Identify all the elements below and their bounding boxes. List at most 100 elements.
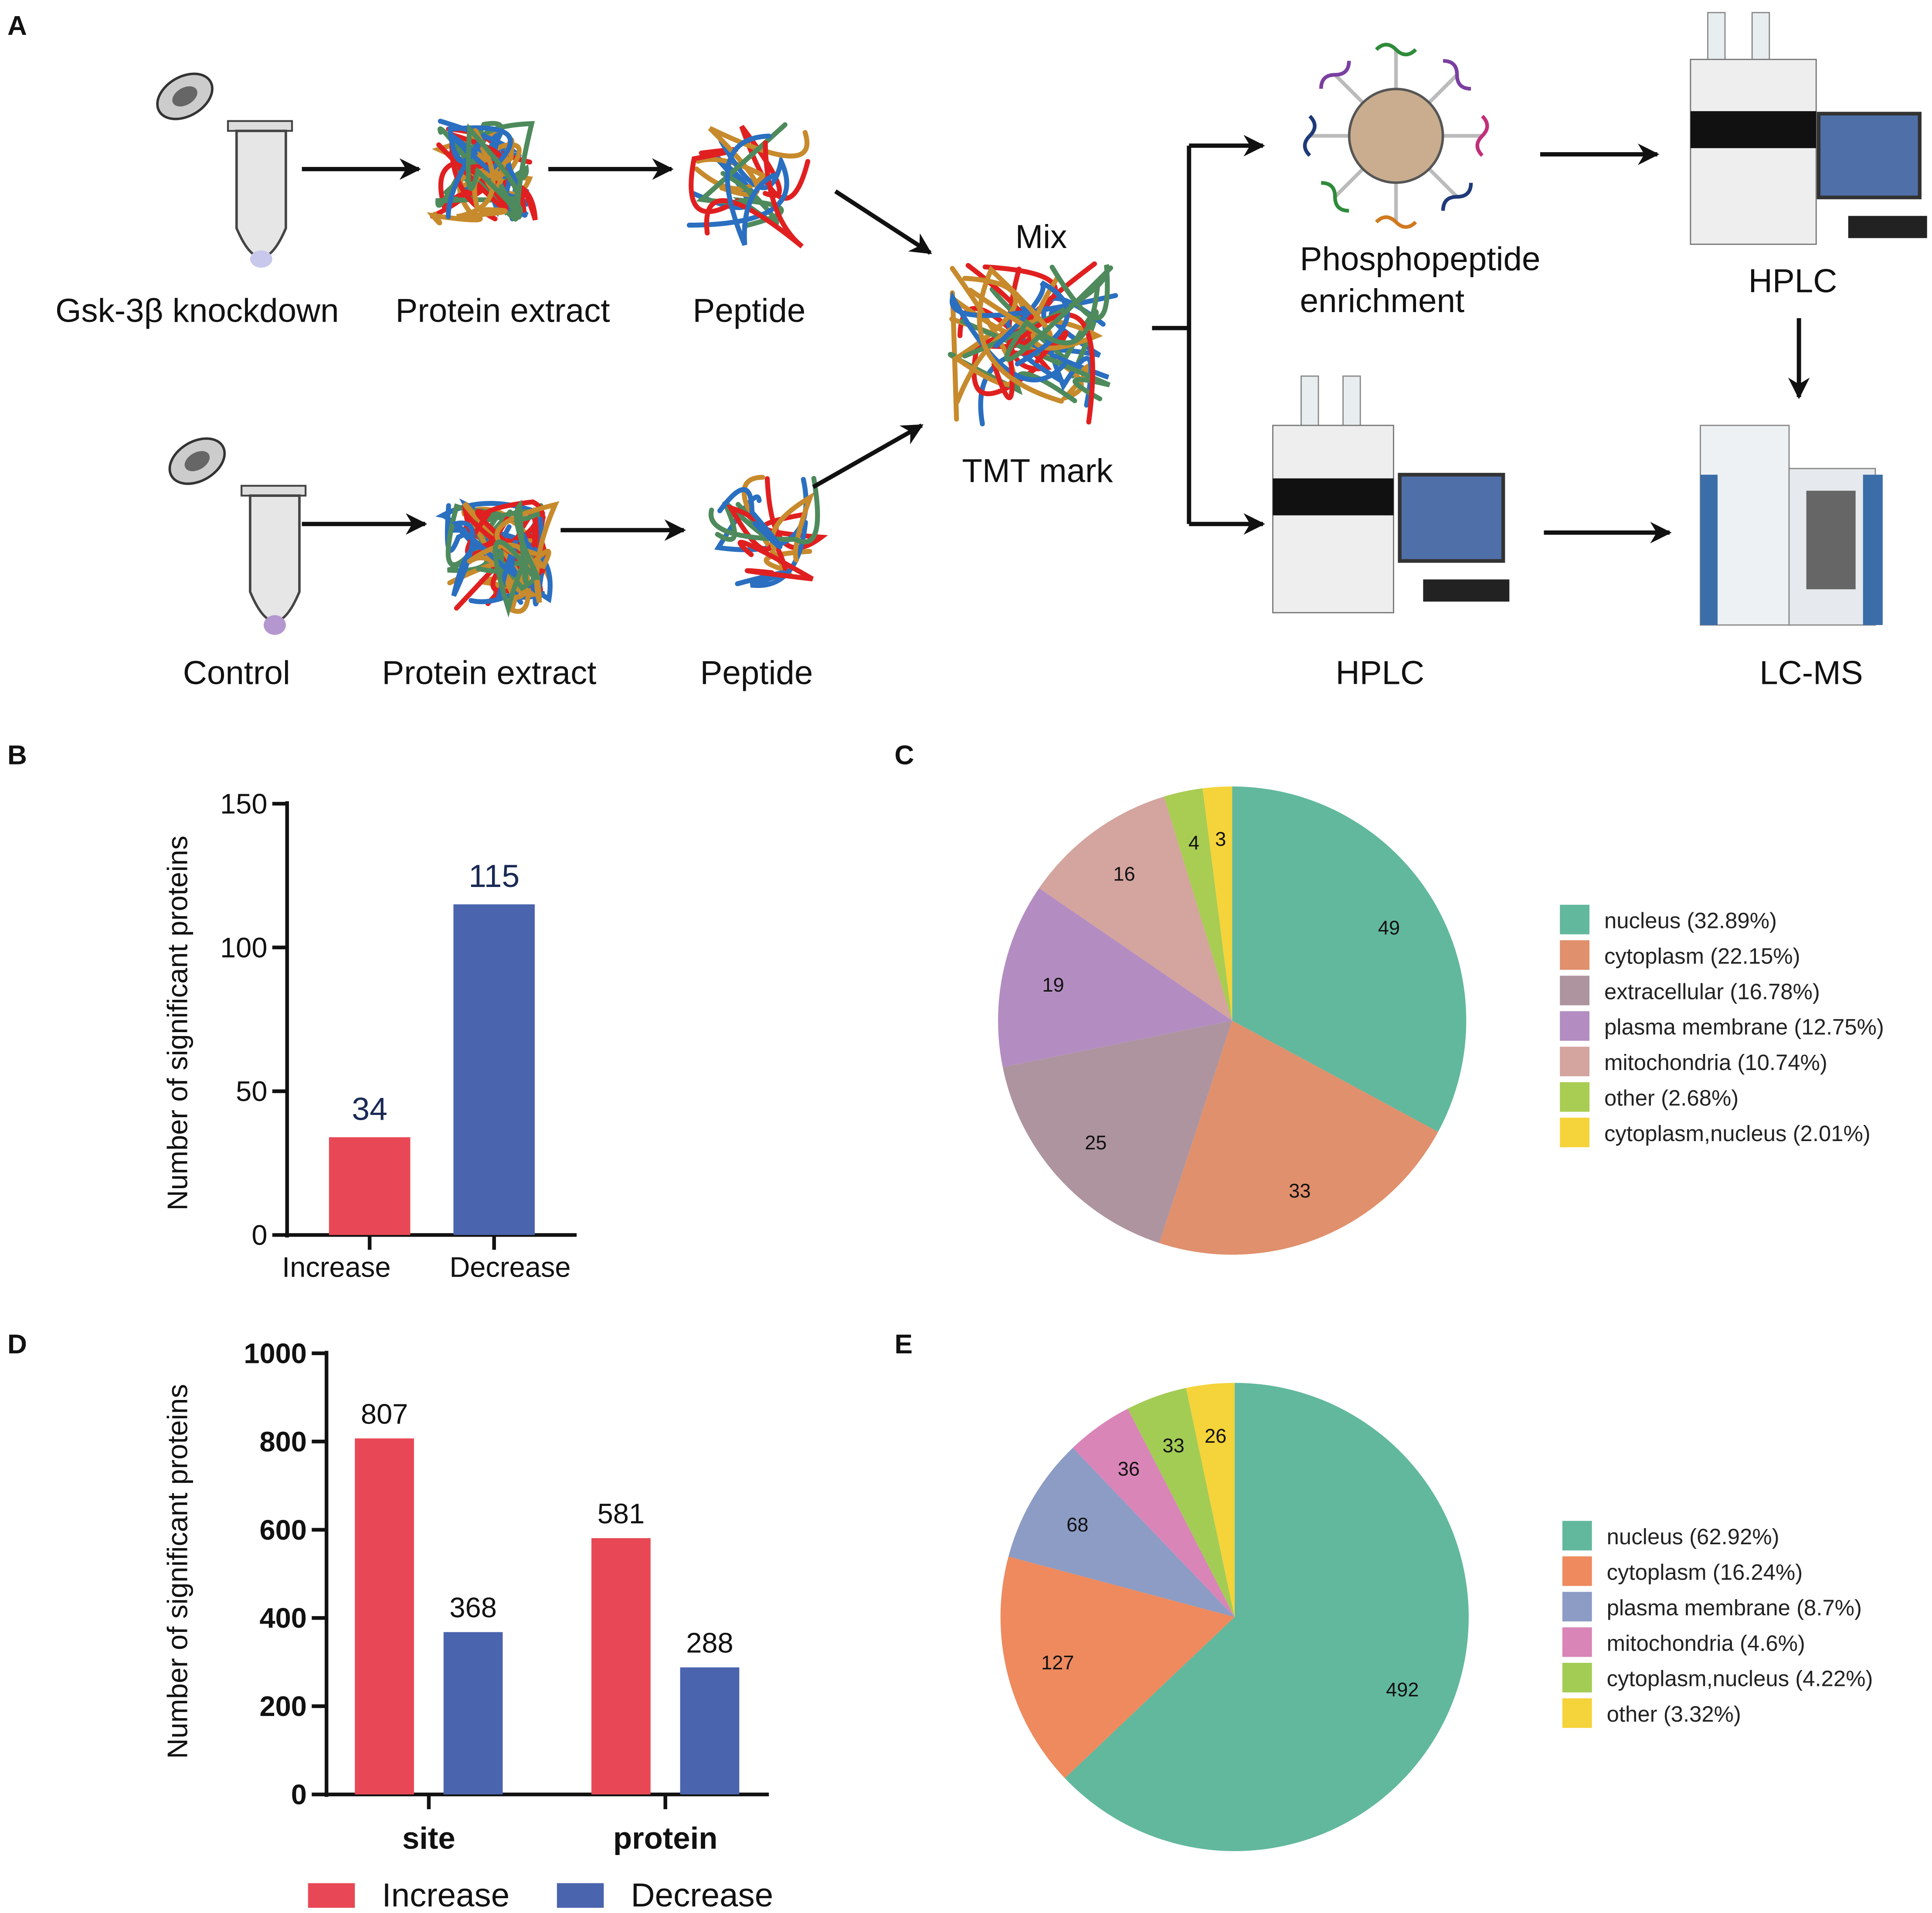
- phosphopeptide-strand: [1443, 59, 1471, 91]
- pie-chart-e: 492 nucleus (62.92%) 127 cytoplasm (16.24%)…: [1000, 1383, 1873, 1852]
- legend-label: nucleus (62.92%): [1607, 1524, 1779, 1549]
- control-label: Control: [183, 655, 290, 692]
- y-axis-label: Number of significant proteins: [162, 1384, 194, 1759]
- mix-label: Mix: [1015, 218, 1067, 255]
- slice-value-label: 16: [1113, 863, 1135, 885]
- pie-slice: [1000, 1556, 1235, 1778]
- x-tick-label: site: [402, 1821, 455, 1855]
- bar: [453, 904, 535, 1235]
- strand: [704, 140, 804, 248]
- data-label: 368: [449, 1592, 496, 1624]
- arrow: [812, 423, 924, 489]
- bar-chart-b: Number of significant proteins 0 50 100 150…: [162, 788, 577, 1283]
- y-tick-label: 600: [259, 1514, 306, 1546]
- legend-swatch: [1560, 1118, 1590, 1148]
- data-label: 581: [598, 1498, 645, 1529]
- y-tick-label: 0: [291, 1779, 307, 1811]
- y-tick-label: 400: [259, 1602, 306, 1634]
- slice-value-label: 25: [1085, 1131, 1107, 1154]
- strand: [717, 487, 783, 550]
- x-tick-label: Increase: [282, 1251, 390, 1283]
- tmt-mark-label: TMT mark: [962, 452, 1113, 489]
- slice-value-label: 36: [1118, 1458, 1140, 1480]
- pie-slice: [1127, 1388, 1235, 1617]
- panel-label-c: C: [895, 740, 914, 770]
- slice-value-label: 49: [1378, 917, 1400, 939]
- legend-label: mitochondria (4.6%): [1607, 1631, 1805, 1655]
- panel-label-d: D: [7, 1329, 27, 1359]
- strand: [989, 286, 1099, 379]
- legend-label: nucleus (32.89%): [1604, 908, 1777, 933]
- phosphopeptide-strand: [1303, 115, 1317, 157]
- data-label: 115: [469, 858, 520, 894]
- protein-extract-label: Protein extract: [382, 655, 596, 692]
- slice-value-label: 33: [1162, 1434, 1184, 1457]
- slice-value-label: 492: [1386, 1679, 1419, 1701]
- protein-strands: [427, 119, 1118, 618]
- legend-label: plasma membrane (12.75%): [1604, 1015, 1884, 1040]
- legend-swatch: [1560, 904, 1590, 934]
- bar: [591, 1538, 651, 1794]
- pie-slice: [1065, 1383, 1469, 1852]
- linker: [1334, 167, 1365, 198]
- legend-swatch: [557, 1883, 604, 1908]
- panel-label-e: E: [895, 1329, 913, 1359]
- enrichment-label: enrichment: [1300, 282, 1465, 319]
- pie-slice: [1159, 1020, 1438, 1255]
- strand: [994, 280, 1070, 367]
- legend-swatch: [1562, 1627, 1592, 1657]
- slice-value-label: 19: [1042, 974, 1064, 996]
- slice-value-label: 4: [1188, 832, 1199, 854]
- tube-icon: [156, 72, 293, 268]
- y-tick-label: 100: [220, 931, 267, 963]
- legend-label: extracellular (16.78%): [1604, 979, 1820, 1004]
- pie-chart-c: 49 nucleus (32.89%) 33 cytoplasm (22.15%) 25…: [998, 786, 1884, 1255]
- slice-value-label: 33: [1289, 1180, 1311, 1202]
- pie-slice: [1202, 786, 1233, 1021]
- pie-slice: [1008, 1447, 1235, 1617]
- strand: [696, 122, 788, 205]
- y-tick-label: 1000: [244, 1337, 307, 1369]
- strand: [991, 312, 1095, 425]
- bar-chart-d: Number of significant proteins 0 200 400 60…: [162, 1337, 773, 1913]
- legend-swatch: [1560, 1082, 1590, 1112]
- hplc-instrument-icon: [1690, 12, 1927, 245]
- strand: [465, 123, 522, 222]
- slice-value-label: 68: [1066, 1513, 1088, 1536]
- strand: [427, 142, 522, 226]
- knockdown-label: Gsk-3β knockdown: [55, 292, 339, 330]
- legend-label: cytoplasm,nucleus (2.01%): [1604, 1121, 1871, 1146]
- legend-label: Increase: [382, 1877, 509, 1913]
- legend-swatch: [1562, 1663, 1592, 1692]
- data-label: 807: [361, 1398, 408, 1430]
- strand: [739, 125, 811, 201]
- legend-swatch: [308, 1883, 355, 1908]
- phosphopeptide-strand: [1441, 183, 1473, 211]
- slice-value-label: 26: [1205, 1425, 1226, 1447]
- phosphopeptide-strand: [1375, 43, 1417, 57]
- linker: [1428, 167, 1459, 198]
- split-bracket: [1152, 146, 1192, 524]
- bar: [443, 1632, 503, 1794]
- strand: [725, 133, 776, 246]
- peptide-label: Peptide: [693, 292, 805, 330]
- phosphopeptide-strand: [1321, 181, 1349, 213]
- legend-swatch: [1562, 1698, 1592, 1728]
- workflow-diagram: Gsk-3β knockdown Protein extract Peptide…: [55, 12, 1927, 692]
- y-tick-label: 50: [236, 1075, 267, 1107]
- pie-slice: [998, 888, 1233, 1067]
- lcms-label: LC-MS: [1759, 655, 1863, 692]
- panel-label-a: A: [7, 11, 27, 41]
- legend-swatch: [1560, 975, 1590, 1006]
- lcms-instrument-icon: [1700, 425, 1883, 626]
- bar: [680, 1667, 740, 1794]
- pie-slice: [1002, 1020, 1233, 1244]
- legend-label: cytoplasm,nucleus (4.22%): [1607, 1666, 1873, 1691]
- hplc-label: HPLC: [1336, 655, 1425, 692]
- legend-swatch: [1562, 1556, 1592, 1586]
- x-tick-label: Decrease: [449, 1251, 570, 1283]
- pie-slice: [1232, 786, 1467, 1132]
- slice-value-label: 127: [1041, 1651, 1074, 1674]
- phosphopeptide-bead-icon: [1303, 43, 1489, 229]
